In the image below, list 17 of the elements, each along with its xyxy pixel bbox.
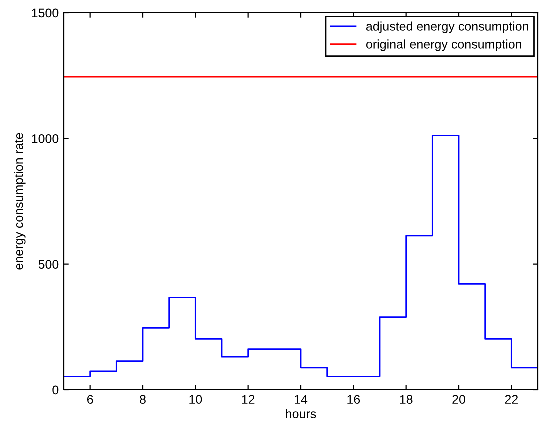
y-axis-title: energy consumption rate xyxy=(14,133,26,270)
y-tick-label: 0 xyxy=(52,386,59,395)
x-axis-title: hours xyxy=(286,409,316,418)
x-tick-label: 12 xyxy=(242,395,255,404)
x-tick-label: 8 xyxy=(140,395,146,404)
y-tick-label: 1500 xyxy=(32,8,59,18)
x-tick-label: 10 xyxy=(190,395,202,404)
x-tick-label: 16 xyxy=(348,395,360,404)
x-tick-label: 6 xyxy=(87,395,94,404)
legend-label: original energy consumption xyxy=(366,40,522,52)
x-tick-label: 14 xyxy=(295,395,308,404)
y-tick-label: 500 xyxy=(38,260,59,269)
legend-label: adjusted energy consumption xyxy=(366,22,528,34)
x-tick-label: 20 xyxy=(452,395,466,404)
x-tick-label: 18 xyxy=(400,395,413,404)
x-tick-label: 22 xyxy=(505,395,518,404)
y-tick-label: 1000 xyxy=(32,134,59,144)
